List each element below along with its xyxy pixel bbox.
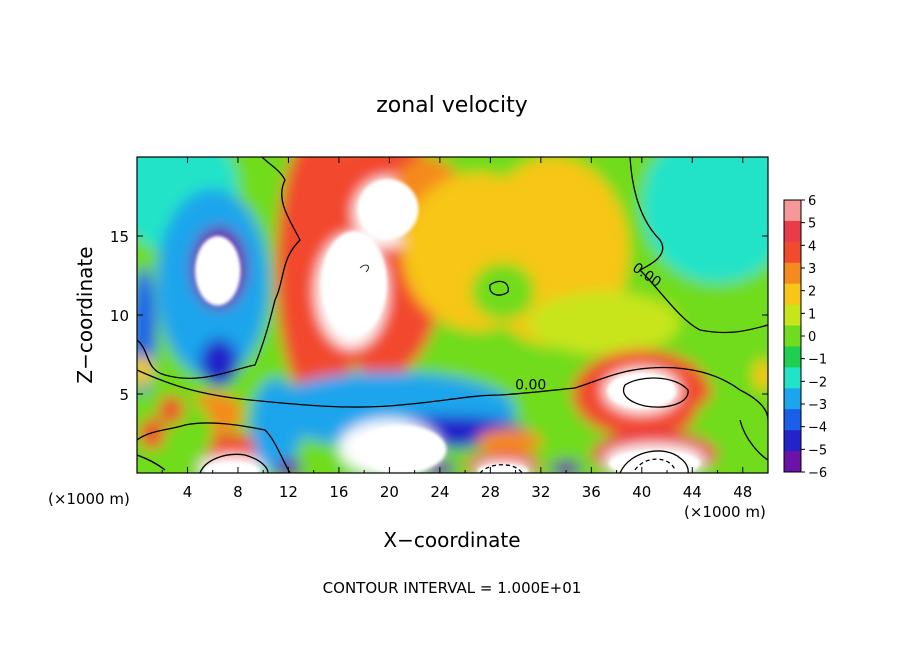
field-region [158,395,184,425]
contour-line [739,419,768,461]
field-region [476,428,543,455]
field-region [250,378,302,473]
x-tick-label: 28 [481,483,500,501]
colorbar-tick-label: −1 [808,353,827,368]
contour-line [137,422,291,473]
contour-line [619,450,689,473]
colorbar-swatch [784,367,801,389]
contour-line [359,264,369,273]
x-axis: 4 8 12 16 20 24 28 32 36 40 44 48 [161,157,752,501]
colorbar-tick-label: 2 [808,285,816,300]
x-tick-label: 44 [683,483,702,501]
field-region [471,262,535,320]
colorbar-swatch [784,430,801,452]
colorbar-swatch [784,388,801,410]
colorbar-tick-label: −5 [808,443,827,458]
y-tick-label: 5 [119,386,129,404]
y-tick-label: 15 [110,228,129,246]
saturated-region [357,425,447,473]
contour-line [199,453,269,473]
colorbar-swatch [784,409,801,431]
field-region [200,338,238,387]
colorbar-tick-label: 5 [808,217,816,232]
x-tick-label: 32 [531,483,550,501]
x-tick-label: 8 [233,483,243,501]
field-region [528,291,680,355]
colorbar-swatch [784,200,801,222]
x-tick-label: 48 [733,483,752,501]
field-region [137,354,153,387]
saturated-region [607,373,676,409]
x-tick-label: 36 [582,483,601,501]
chart-title: zonal velocity [376,93,528,118]
x-tick-label: 20 [380,483,399,501]
saturated-region [357,179,419,240]
field-region [641,157,768,284]
colorbar-tick-label: 1 [808,307,816,322]
contour-line [137,454,166,471]
colorbar-tick-label: −2 [808,375,827,390]
field-region [139,417,165,450]
heatmap-field: 0.000.00 [137,157,768,473]
field-region [550,460,582,473]
y-axis: 5 10 15 [110,228,768,404]
colorbar-tick-label: 4 [808,239,816,254]
y-axis-label: Z−coordinate [73,246,97,383]
zero-contours [137,157,768,473]
colorbar-tick-label: 6 [808,194,816,209]
saturated-region [195,236,241,306]
x-unit-right: (×1000 m) [684,503,766,521]
x-tick-label: 40 [632,483,651,501]
contour-label: 0.00 [515,377,546,393]
x-unit-left: (×1000 m) [48,490,130,508]
colorbar: 6 5 4 3 2 1 0 −1 −2 −3 −4 −5 −6 [783,194,827,481]
colorbar-swatch [784,241,801,264]
contour-line [622,377,689,408]
saturated-region [321,231,387,336]
colorbar-swatch [784,451,801,473]
contour-interval-footer: CONTOUR INTERVAL = 1.000E+01 [323,579,582,597]
contour-line [634,458,676,471]
x-tick-label: 12 [279,483,298,501]
contour-line [479,464,523,473]
colorbar-swatch [784,283,801,306]
x-tick-label: 24 [430,483,449,501]
x-tick-label: 16 [329,483,348,501]
contour-line [137,369,576,408]
colorbar-tick-label: 0 [808,330,816,345]
colorbar-tick-label: −6 [808,466,827,481]
colorbar-swatch [784,304,801,327]
x-tick-label: 4 [183,483,193,501]
x-axis-label: X−coordinate [383,528,520,552]
colorbar-swatch [784,262,801,285]
colorbar-tick-label: 3 [808,262,816,277]
colorbar-swatch [784,346,801,368]
colorbar-swatch [784,325,801,347]
contour-line [489,280,509,296]
contour-line [574,366,768,421]
colorbar-swatch [784,220,801,243]
field-region [137,394,213,473]
colorbar-tick-label: −4 [808,421,827,436]
field-region [275,458,302,473]
y-tick-label: 10 [110,307,129,325]
contour-line [137,157,301,379]
field-region [752,359,768,391]
contour-line [629,157,768,334]
saturated-region [203,462,260,473]
colorbar-tick-label: −3 [808,398,827,413]
